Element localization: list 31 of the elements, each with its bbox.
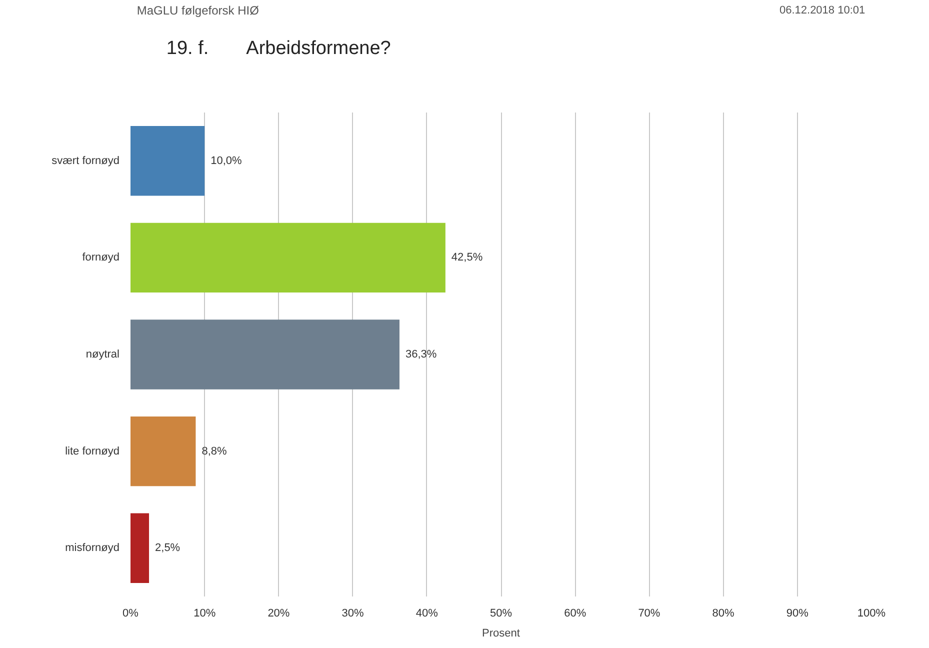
y-tick-label: lite fornøyd (65, 445, 120, 458)
data-label: 36,3% (405, 348, 437, 360)
text: 06.12.2018 10:01 (779, 4, 866, 16)
x-tick-label: 90% (786, 608, 809, 620)
y-tick-label: nøytral (86, 348, 120, 360)
x-tick-label: 100% (857, 608, 886, 620)
x-tick-label: 70% (638, 608, 660, 620)
text: MaGLU følgeforsk HIØ (136, 4, 259, 18)
y-tick-label: fornøyd (82, 252, 120, 264)
bar (130, 222, 446, 293)
bar (130, 320, 400, 390)
data-label: 10,0% (210, 154, 242, 167)
x-tick-label: 20% (268, 608, 290, 620)
bar (130, 513, 150, 583)
data-label: 2,5% (155, 542, 180, 554)
text: 19. f. (166, 38, 209, 59)
x-tick-label: 80% (712, 608, 735, 620)
x-tick-label: 50% (490, 608, 512, 620)
y-tick-label: svært fornøyd (52, 154, 120, 167)
bar (130, 126, 205, 196)
x-tick-label: 40% (416, 608, 438, 620)
x-tick-label: 30% (342, 608, 364, 620)
data-label: 42,5% (451, 252, 483, 264)
bar (130, 416, 196, 486)
x-axis-title: Prosent (482, 628, 520, 640)
x-tick-label: 10% (194, 608, 216, 620)
x-tick-label: 0% (122, 608, 139, 620)
x-tick-label: 60% (564, 608, 586, 620)
y-tick-label: misfornøyd (65, 542, 120, 554)
data-label: 8,8% (202, 445, 227, 458)
chart-title: Arbeidsformene? (246, 38, 391, 59)
